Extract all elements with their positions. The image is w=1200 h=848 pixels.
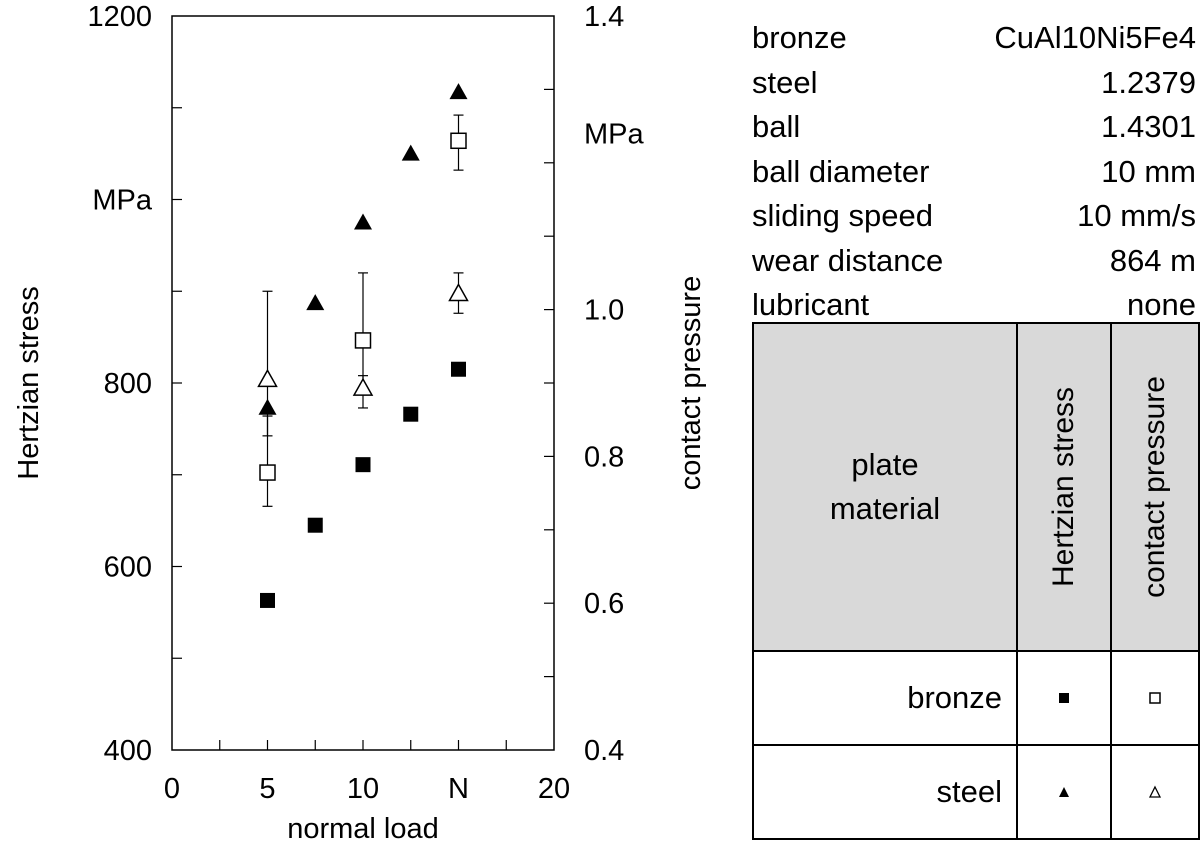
data-point-bronze-pressure [354, 332, 372, 349]
filled-triangle-icon [1059, 786, 1069, 797]
param-value: 1.4301 [1101, 109, 1196, 144]
param-value: 10 mm/s [1077, 198, 1196, 233]
data-point-bronze-pressure [450, 132, 467, 150]
param-value: 10 mm [1101, 153, 1196, 189]
param-row: wear distance 864 m [752, 239, 1196, 284]
param-value: 1.2379 [1101, 64, 1196, 100]
legend-row-label: bronze [752, 650, 1018, 746]
legend-cell [1016, 744, 1112, 840]
filled-square-icon [1059, 692, 1069, 703]
param-row: bronze CuAl10Ni5Fe4 [752, 16, 1196, 61]
data-point-bronze-pressure [259, 464, 276, 481]
right-tick-label: 0.4 [584, 735, 624, 767]
legend-cell [1110, 650, 1200, 746]
right-tick-label: 0.8 [584, 441, 624, 473]
hertzian-stress-header-label: Hertzian stress [1047, 386, 1080, 588]
param-row: sliding speed 10 mm/s [752, 194, 1196, 239]
data-marks [257, 83, 469, 608]
right-tick-label: 0.6 [584, 588, 624, 620]
param-label: ball diameter [752, 153, 930, 189]
legend-row-steel: steel [752, 744, 1200, 840]
param-value: 864 m [1109, 242, 1196, 278]
axes: 0 5 10 N 20 400 600 800 1200 MPa 0.4 0.6 0.8 1.0 1.4 MP… [13, 1, 707, 845]
param-row: ball diameter 10 mm [752, 150, 1196, 195]
right-tick-label: 1.0 [584, 295, 624, 327]
param-value: CuAl10Ni5Fe4 [994, 20, 1196, 55]
x-tick-label: 0 [164, 773, 180, 805]
left-tick-label: 1200 [87, 1, 152, 33]
left-tick-label: 400 [104, 735, 152, 767]
x-tick-label: N [448, 773, 469, 805]
scatter-chart: 0 5 10 N 20 400 600 800 1200 MPa 0.4 0.6 0.8 1.0 1.4 MP… [13, 1, 707, 845]
open-triangle-icon [1148, 785, 1162, 798]
data-point-bronze-hertzian [355, 457, 371, 473]
right-axis-title: contact pressure [675, 276, 707, 490]
legend-cell [1110, 744, 1200, 840]
data-point-bronze-hertzian [260, 592, 275, 608]
legend-row-label: steel [752, 744, 1018, 840]
data-point-steel-pressure [448, 282, 469, 302]
data-point-steel-hertzian [449, 83, 468, 100]
data-point-bronze-hertzian [451, 361, 466, 377]
left-axis-title: Hertzian stress [13, 286, 45, 479]
param-label: bronze [752, 20, 847, 55]
data-point-steel-hertzian [306, 294, 325, 311]
x-axis-title: normal load [287, 813, 439, 845]
legend-row-bronze: bronze [752, 650, 1200, 746]
param-label: sliding speed [752, 198, 933, 233]
left-unit-label: MPa [92, 185, 153, 217]
x-tick-label: 5 [259, 773, 275, 805]
param-label: steel [752, 64, 818, 100]
data-point-steel-hertzian [354, 213, 372, 230]
param-row: steel 1.2379 [752, 61, 1196, 106]
left-tick-label: 800 [104, 368, 152, 400]
param-value: none [1127, 287, 1196, 322]
data-point-steel-hertzian [401, 144, 420, 161]
test-parameters: bronze CuAl10Ni5Fe4 steel 1.2379 ball 1.… [752, 16, 1196, 328]
data-point-steel-pressure [257, 368, 278, 388]
legend-table: plate material Hertzian stress contact p… [752, 322, 1200, 840]
data-point-bronze-hertzian [307, 517, 323, 533]
data-point-bronze-hertzian [403, 406, 419, 422]
param-label: lubricant [752, 287, 870, 322]
legend-header-row: plate material Hertzian stress contact p… [752, 322, 1200, 652]
left-tick-label: 600 [104, 552, 152, 584]
contact-pressure-header-label: contact pressure [1138, 376, 1171, 598]
plate-header-line2: material [829, 491, 941, 526]
data-point-steel-pressure [352, 377, 374, 396]
param-row: ball 1.4301 [752, 105, 1196, 150]
legend-cell [1016, 650, 1112, 746]
param-label: wear distance [752, 242, 944, 278]
param-label: ball [752, 109, 801, 144]
right-unit-label: MPa [584, 118, 645, 150]
open-square-icon [1149, 692, 1161, 704]
contact-pressure-header: contact pressure [1110, 322, 1200, 652]
hertzian-stress-header: Hertzian stress [1016, 322, 1112, 652]
plate-material-header: plate material [752, 322, 1018, 652]
plate-header-line1: plate [851, 447, 919, 482]
param-row: lubricant none [752, 283, 1196, 328]
right-tick-label: 1.4 [584, 1, 624, 33]
x-tick-label: 20 [538, 773, 570, 805]
x-tick-label: 10 [347, 773, 379, 805]
